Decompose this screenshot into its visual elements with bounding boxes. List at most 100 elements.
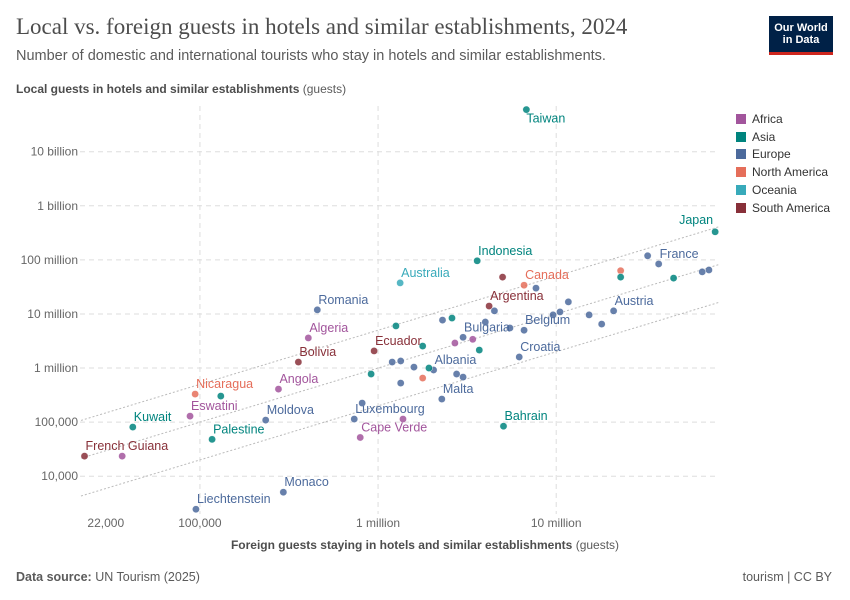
point-label: Australia <box>401 266 450 280</box>
point-label: Belgium <box>525 313 570 327</box>
point-label: Austria <box>615 294 654 308</box>
point-label: Romania <box>318 293 368 307</box>
legend-item[interactable]: Europe <box>736 146 830 164</box>
data-point <box>438 395 446 403</box>
x-tick-label: 100,000 <box>178 516 222 530</box>
legend: Africa Asia Europe North America Oceania Sout… <box>736 110 830 217</box>
data-point <box>564 298 573 306</box>
legend-item[interactable]: Oceania <box>736 181 830 199</box>
data-point <box>506 324 514 332</box>
data-point <box>481 318 490 326</box>
point-label: Japan <box>679 213 713 227</box>
source-text: UN Tourism (2025) <box>95 570 200 584</box>
data-point <box>698 268 707 276</box>
point-label: Ecuador <box>375 334 422 348</box>
data-point <box>396 379 405 387</box>
point-label: Liechtenstein <box>197 492 271 506</box>
legend-item[interactable]: North America <box>736 163 830 181</box>
data-point <box>549 311 557 319</box>
data-point <box>711 228 719 236</box>
data-point <box>522 105 531 114</box>
legend-label: Europe <box>752 147 791 162</box>
data-point <box>499 422 508 431</box>
data-point <box>418 342 427 350</box>
footer-license[interactable]: tourism | CC BY <box>742 570 832 584</box>
data-point <box>392 322 400 330</box>
data-point <box>669 274 678 282</box>
point-label: French Guiana <box>86 439 169 453</box>
data-point <box>438 316 447 324</box>
data-point <box>585 311 593 319</box>
data-point <box>191 390 199 398</box>
x-tick-label: 22,000 <box>87 516 124 530</box>
data-point <box>418 374 427 382</box>
legend-label: South America <box>752 200 831 215</box>
logo-line1: Our World <box>774 22 828 34</box>
data-point <box>129 423 137 431</box>
owid-logo[interactable]: Our World in Data <box>769 16 833 55</box>
data-point <box>468 335 477 344</box>
y-axis-label: Local guests in hotels and similar estab… <box>16 82 346 96</box>
data-point <box>358 399 366 407</box>
legend-swatch <box>736 202 746 213</box>
data-point <box>396 279 404 287</box>
legend-item[interactable]: Africa <box>736 110 830 128</box>
legend-swatch <box>736 149 746 160</box>
y-tick-label: 10 billion <box>31 145 78 159</box>
point-label: Cape Verde <box>361 420 427 434</box>
reference-line <box>80 226 720 421</box>
data-point <box>490 307 499 315</box>
legend-label: Oceania <box>752 183 797 198</box>
x-axis-label: Foreign guests staying in hotels and sim… <box>0 538 850 552</box>
legend-swatch <box>736 185 746 196</box>
data-point <box>425 364 433 372</box>
point-label: Albania <box>435 353 477 367</box>
data-point <box>118 452 126 460</box>
point-label: Eswatini <box>191 399 238 413</box>
y-axis-title: Local guests in hotels and similar estab… <box>16 82 300 96</box>
data-point <box>410 363 418 371</box>
data-point <box>705 266 713 274</box>
chart-title: Local vs. foreign guests in hotels and s… <box>16 14 628 39</box>
point-label: Kuwait <box>134 410 172 424</box>
y-axis-unit: (guests) <box>302 82 347 96</box>
point-label: Indonesia <box>478 244 532 258</box>
point-label: Canada <box>525 268 569 282</box>
data-point <box>520 326 528 335</box>
x-axis-title: Foreign guests staying in hotels and sim… <box>230 538 573 552</box>
chart-subtitle: Number of domestic and international tou… <box>16 48 606 64</box>
data-point <box>396 357 405 365</box>
point-label: Croatia <box>520 340 560 354</box>
data-point <box>80 452 89 460</box>
legend-item[interactable]: South America <box>736 199 830 217</box>
data-point <box>304 334 313 342</box>
point-label: Luxembourg <box>355 402 425 416</box>
data-point <box>485 302 493 310</box>
data-point <box>388 358 396 366</box>
data-point <box>654 260 663 268</box>
data-point <box>274 385 283 393</box>
legend-item[interactable]: Asia <box>736 128 830 146</box>
data-point <box>399 415 407 423</box>
data-point <box>192 505 200 514</box>
data-point <box>532 284 540 292</box>
data-point <box>459 333 467 342</box>
data-point <box>261 416 270 424</box>
legend-swatch <box>736 131 746 142</box>
point-label: Monaco <box>284 475 329 489</box>
y-tick-label: 10 million <box>27 307 78 321</box>
point-label: Taiwan <box>526 112 565 126</box>
data-point <box>370 347 378 355</box>
point-label: Bolivia <box>299 345 336 359</box>
point-label: Bahrain <box>505 409 548 423</box>
data-point <box>473 257 481 265</box>
data-point <box>609 307 618 315</box>
y-tick-label: 100,000 <box>35 415 79 429</box>
point-label: Angola <box>279 372 318 386</box>
point-label: Algeria <box>309 321 348 335</box>
y-tick-label: 100 million <box>21 253 78 267</box>
legend-label: Africa <box>752 111 783 126</box>
data-point <box>475 346 484 354</box>
source-label: Data source: <box>16 570 92 584</box>
